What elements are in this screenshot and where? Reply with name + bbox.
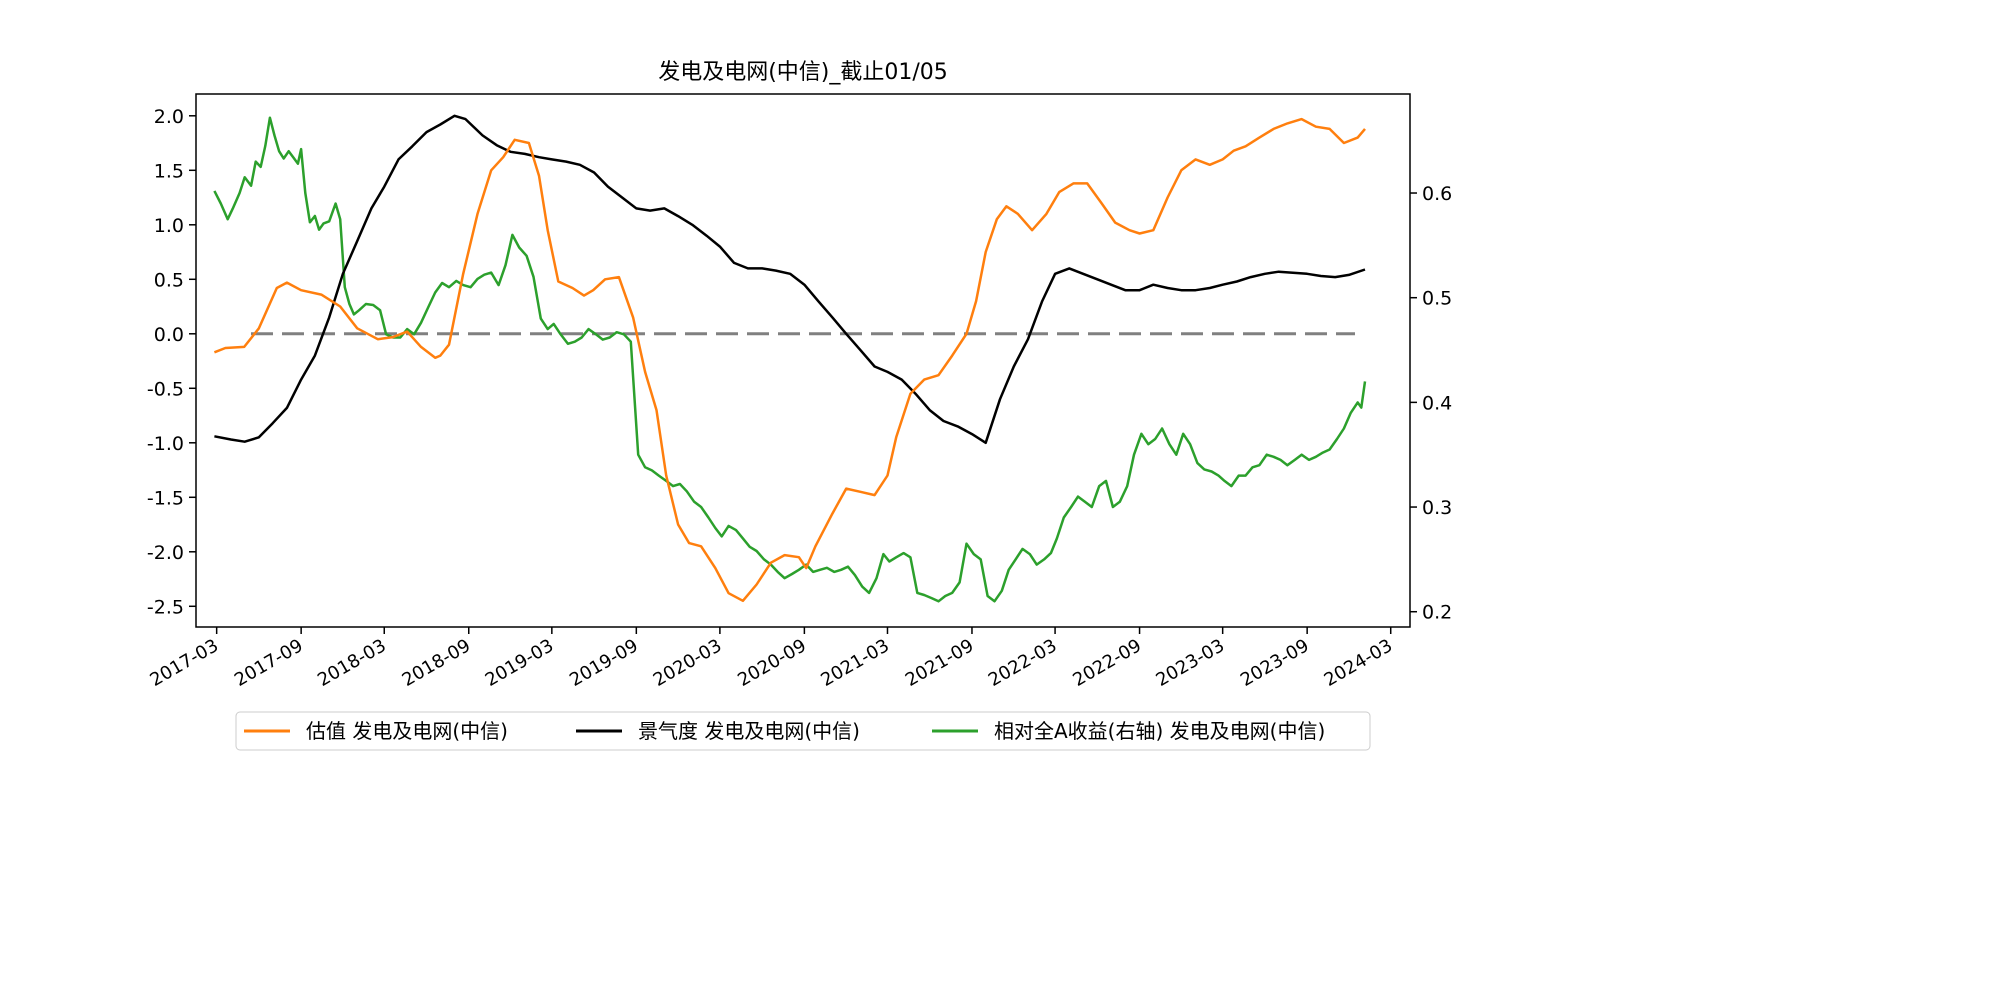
plot-area <box>213 114 1367 603</box>
left-y-tick-label: 1.0 <box>154 215 184 237</box>
left-y-tick-label: 0.0 <box>154 324 184 346</box>
legend: 估值 发电及电网(中信) 景气度 发电及电网(中信) 相对全A收益(右轴) 发电及电… <box>235 711 1371 751</box>
plot-frame <box>195 93 1411 628</box>
right-y-tick-label: 0.6 <box>1422 183 1452 205</box>
left-y-tick-label: -1.5 <box>147 487 184 509</box>
left-y-tick-label: 2.0 <box>154 106 184 128</box>
left-y-tick-label: -2.5 <box>147 596 184 618</box>
left-y-tick-label: 1.5 <box>154 160 184 182</box>
right-y-tick-label: 0.3 <box>1422 497 1452 519</box>
legend-label-2: 景气度 发电及电网(中信) <box>638 719 860 743</box>
series-line-3 <box>213 116 1367 603</box>
series-line-1 <box>213 117 1366 603</box>
right-y-axis: 0.6 0.5 0.4 0.3 0.2 <box>1410 183 1452 624</box>
right-y-tick-label: 0.4 <box>1422 392 1452 414</box>
right-y-tick-label: 0.2 <box>1422 602 1452 624</box>
legend-label-1: 估值 发电及电网(中信) <box>306 719 508 743</box>
left-y-tick-label: -2.0 <box>147 542 184 564</box>
left-y-tick-label: -1.0 <box>147 433 184 455</box>
figure-background <box>0 0 1564 782</box>
legend-box <box>235 711 1371 751</box>
left-y-tick-label: -0.5 <box>147 378 184 400</box>
chart: 发电及电网(中信)_截止01/05 2.0 1.5 1.0 0.5 0.0 -0.5 -1.… <box>0 0 1564 782</box>
left-y-tick-label: 0.5 <box>154 269 184 291</box>
right-y-tick-label: 0.5 <box>1422 288 1452 310</box>
chart-title: 发电及电网(中信)_截止01/05 <box>658 60 948 85</box>
series-line-2 <box>214 114 1366 445</box>
legend-label-3: 相对全A收益(右轴) 发电及电网(中信) <box>994 719 1325 743</box>
left-y-axis: 2.0 1.5 1.0 0.5 0.0 -0.5 -1.0 -1.5 -2.0 -2.5 <box>147 106 196 618</box>
